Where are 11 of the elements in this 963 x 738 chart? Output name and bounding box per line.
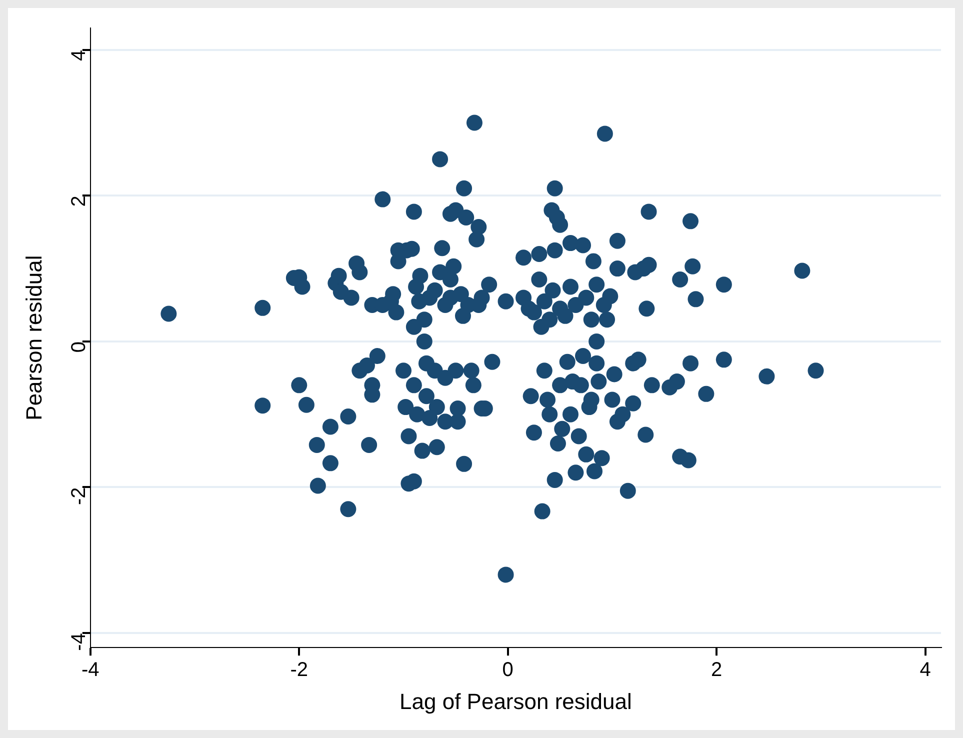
x-axis-title: Lag of Pearson residual (400, 688, 632, 714)
x-tick-label: 4 (920, 659, 931, 682)
y-axis-title: Pearson residual (21, 255, 46, 420)
y-tick-label: -2 (68, 487, 90, 506)
x-tick-label: 2 (711, 659, 722, 682)
x-tick-label: 0 (502, 659, 514, 682)
y-tick-label: 4 (68, 50, 90, 61)
y-tick-label: 2 (68, 196, 90, 207)
x-tick-label: -2 (290, 659, 308, 682)
y-tick-label: -4 (68, 633, 90, 651)
y-tick-label: 0 (68, 341, 90, 353)
